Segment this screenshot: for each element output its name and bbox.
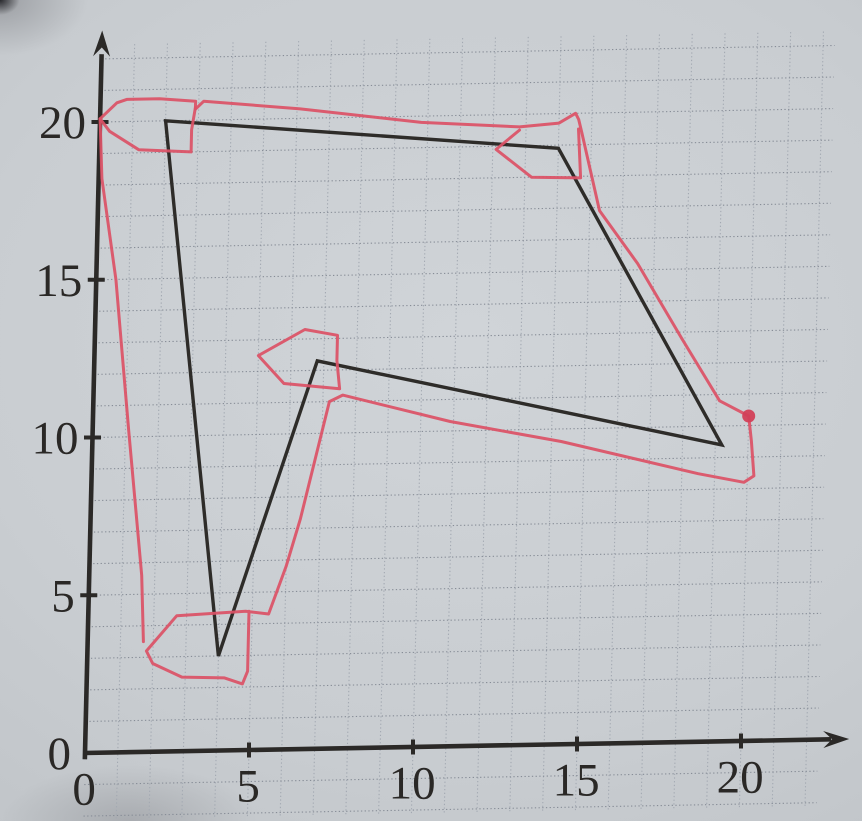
gridline-vertical [542,36,562,811]
y-tick-label: 0 [48,728,72,780]
gridline-vertical [673,33,693,809]
gridline-horizontal [94,328,828,344]
gridline-horizontal [87,612,822,628]
gridline-horizontal [87,644,821,659]
gridline-horizontal [86,675,820,691]
gridline-vertical [345,39,365,815]
gridline-horizontal [89,549,823,565]
x-axis [83,737,832,756]
y-tick-label: 5 [51,570,75,622]
gridline-horizontal [96,234,831,249]
gridline-vertical [214,42,234,817]
gridline-horizontal [97,202,831,218]
gridline-vertical [443,38,464,813]
x-tick-label: 5 [236,760,260,812]
gridline-horizontal [85,707,819,722]
x-tick-label: 0 [72,763,96,815]
gridline-vertical [246,41,267,817]
gridline-vertical [476,37,496,813]
x-axis-arrowhead [823,731,850,748]
y-tick-label: 20 [39,97,86,149]
gridline-horizontal [92,423,826,439]
x-tick-label: 20 [717,751,764,803]
y-axis [82,54,104,760]
y-axis-arrowhead [93,30,111,57]
gridline-horizontal [90,486,825,502]
gridline-vertical [640,34,660,810]
gridline-horizontal [99,108,834,123]
x-tick-label: 10 [389,757,436,809]
gridline-vertical [378,39,398,814]
x-tick-label: 15 [553,754,600,806]
gridline-horizontal [83,802,817,817]
red-freehand-trace [256,328,342,391]
red-vertex-dot [742,409,756,423]
gridline-vertical [509,36,529,812]
gridline-horizontal [101,44,835,60]
gridline-horizontal [95,297,829,312]
gridline-horizontal [91,455,825,470]
gridline-horizontal [100,76,834,91]
gridline-vertical [771,32,792,807]
gridline-horizontal [90,518,824,533]
red-freehand-trace [98,97,756,686]
gridline-vertical [804,31,824,807]
gridline-horizontal [93,360,828,375]
y-tick-label: 15 [35,255,82,307]
gridline-vertical [115,44,136,819]
red-freehand-trace [98,106,197,154]
gridline-horizontal [96,265,830,281]
y-tick-label: 10 [32,413,79,465]
gridline-vertical [148,43,168,819]
gridline-vertical [410,38,431,814]
gridline-horizontal [93,391,827,407]
gridline-horizontal [99,139,833,155]
gridline-horizontal [84,770,818,786]
black-polygon [163,118,726,657]
red-freehand-trace [98,117,145,644]
red-freehand-trace [494,127,583,180]
gridline-horizontal [98,171,832,186]
